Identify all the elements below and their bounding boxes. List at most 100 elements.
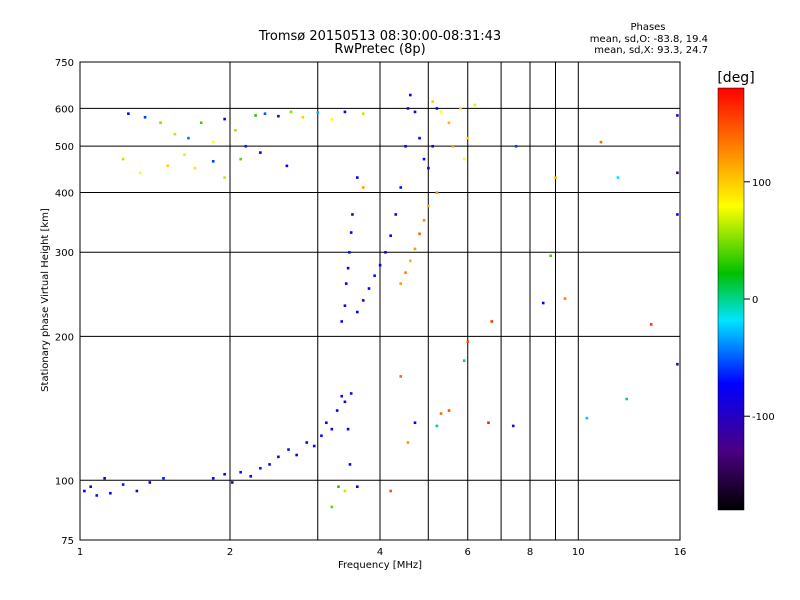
stats-heading: Phases: [630, 22, 665, 33]
data-point: [89, 485, 92, 489]
data-point: [249, 474, 253, 478]
data-point: [343, 400, 347, 404]
data-point: [649, 323, 653, 326]
data-point: [406, 441, 410, 444]
colorbar-tick-label: 100: [752, 178, 771, 189]
data-point: [549, 254, 553, 258]
data-point: [159, 121, 162, 125]
data-point: [211, 477, 215, 480]
y-axis: 75 100 200 300 400 500 600 750: [55, 58, 74, 547]
data-point: [418, 232, 421, 236]
data-point: [406, 107, 410, 110]
x-tick-label: 6: [465, 547, 471, 558]
data-point: [244, 144, 248, 148]
data-point: [459, 107, 462, 110]
y-tick-label: 600: [55, 104, 74, 115]
data-point: [173, 132, 177, 136]
data-point: [330, 427, 334, 431]
data-point: [361, 186, 365, 189]
data-point: [223, 117, 226, 121]
data-point: [295, 453, 298, 457]
data-point: [343, 110, 347, 114]
data-point: [268, 463, 271, 466]
data-point: [138, 171, 142, 175]
data-point: [676, 362, 679, 366]
data-point: [431, 100, 434, 103]
data-point: [239, 470, 242, 474]
data-point: [349, 231, 353, 234]
data-point: [337, 485, 340, 489]
stats-x-line: mean, sd,X: 93.3, 24.7: [594, 45, 708, 56]
data-point: [439, 412, 443, 415]
data-point: [413, 247, 417, 251]
data-point: [473, 103, 477, 107]
data-point: [162, 477, 165, 480]
data-point: [413, 421, 417, 425]
x-tick-label: 1: [77, 547, 83, 558]
y-tick-label: 75: [61, 536, 74, 547]
data-point: [427, 166, 430, 170]
data-point: [418, 136, 421, 140]
data-point: [490, 320, 494, 323]
data-point: [187, 136, 190, 140]
data-point: [355, 485, 359, 489]
data-point: [676, 213, 679, 216]
data-point: [447, 121, 451, 125]
data-point: [239, 157, 242, 161]
data-point: [344, 282, 348, 285]
data-point: [422, 157, 426, 161]
y-tick-label: 200: [55, 332, 74, 343]
colorbar-tick-label: 0: [752, 295, 758, 306]
x-tick-label: 16: [674, 547, 687, 558]
x-axis-label: Frequency [MHz]: [338, 560, 422, 571]
data-point: [466, 340, 470, 344]
data-point: [277, 114, 280, 118]
data-point: [511, 424, 515, 428]
data-point: [335, 409, 339, 412]
y-tick-label: 500: [55, 142, 74, 153]
data-point: [487, 421, 490, 425]
data-point: [285, 164, 289, 168]
data-point: [121, 483, 125, 486]
data-point: [427, 204, 430, 208]
data-point: [563, 297, 567, 300]
x-tick-label: 8: [527, 547, 533, 558]
data-point: [259, 151, 262, 154]
x-tick-label: 2: [227, 547, 233, 558]
data-point: [346, 427, 350, 431]
data-point: [399, 375, 403, 378]
data-point: [351, 213, 354, 216]
data-point: [625, 397, 628, 401]
data-point: [109, 491, 112, 495]
data-point: [166, 164, 170, 168]
data-point: [340, 320, 344, 323]
data-point: [95, 494, 99, 497]
data-point: [404, 144, 407, 148]
plot-grid: [80, 62, 680, 540]
data-point: [193, 166, 197, 170]
data-point: [340, 394, 344, 398]
data-point: [223, 472, 226, 476]
colorbar-label: [deg]: [717, 70, 754, 86]
data-point: [135, 489, 139, 493]
data-point: [301, 115, 305, 119]
y-tick-label: 100: [55, 476, 74, 487]
data-point: [199, 121, 203, 125]
data-point: [447, 409, 451, 412]
data-point: [263, 112, 267, 115]
data-point: [316, 111, 320, 114]
data-point: [435, 191, 439, 194]
data-point: [394, 213, 398, 216]
data-points: [83, 93, 679, 509]
data-point: [409, 93, 412, 97]
data-point: [541, 301, 545, 305]
data-point: [389, 489, 392, 493]
data-point: [616, 176, 620, 179]
data-point: [404, 271, 407, 274]
data-point: [277, 455, 280, 459]
y-tick-label: 400: [55, 188, 74, 199]
y-tick-label: 300: [55, 248, 74, 259]
colorbar-tick-label: -100: [752, 412, 775, 423]
data-point: [676, 171, 679, 175]
data-point: [389, 234, 392, 237]
